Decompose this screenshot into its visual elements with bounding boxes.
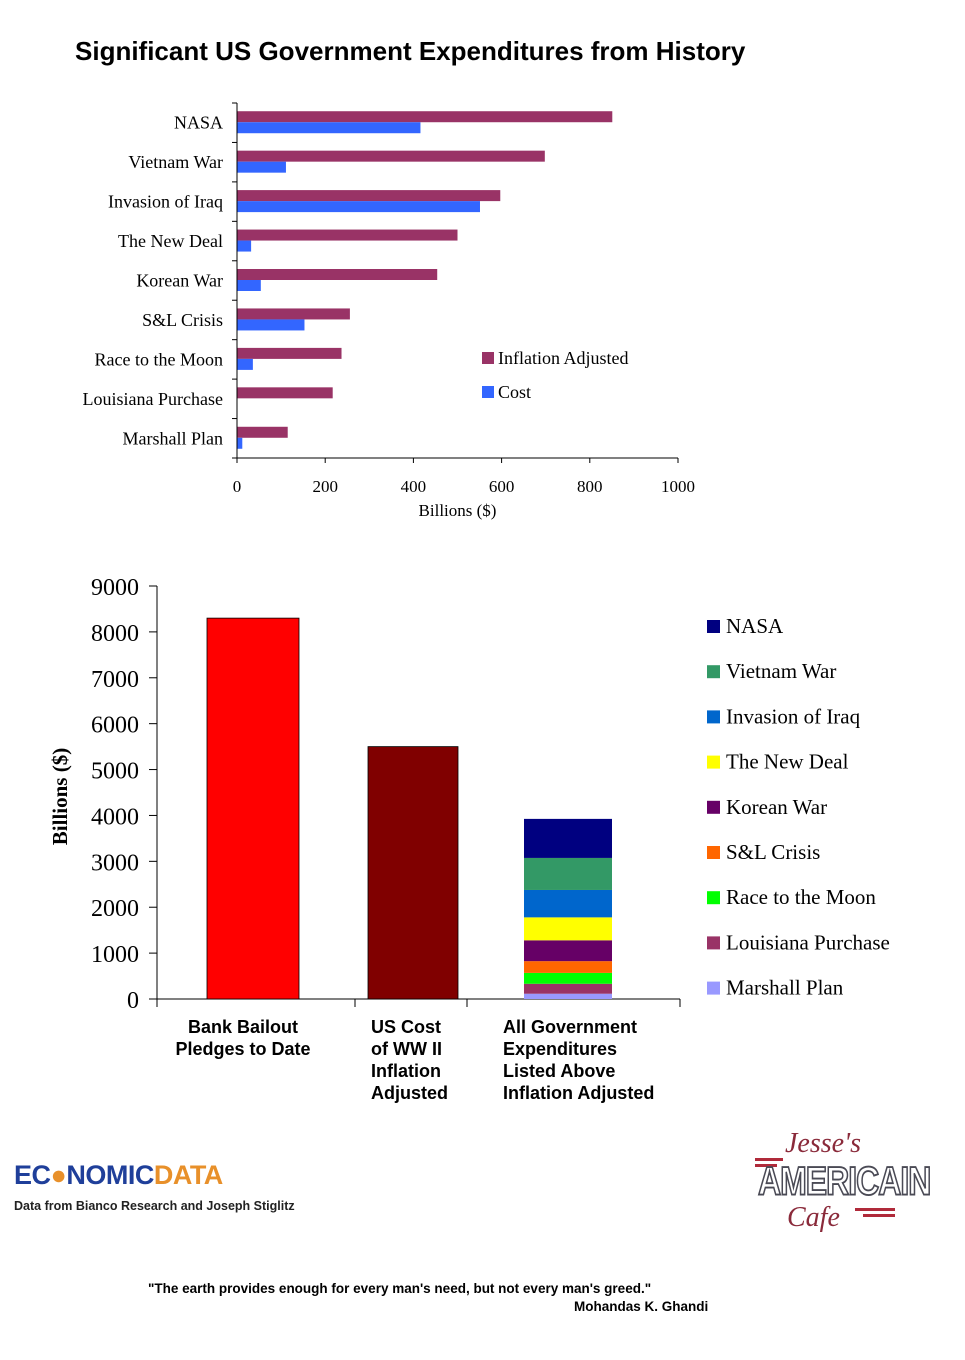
bar-inflation-adjusted-race-to-the-moon <box>237 347 342 359</box>
y-axis-label: Billions ($) <box>48 748 72 845</box>
y-tick-label: 0 <box>127 988 139 1014</box>
legend-label-korean-war: Korean War <box>726 795 827 819</box>
y-tick-label: 5000 <box>91 759 139 785</box>
x-tick-label: 800 <box>577 477 603 496</box>
quote-author: Mohandas K. Ghandi <box>574 1299 709 1314</box>
quote-text: "The earth provides enough for every man… <box>148 1281 652 1296</box>
x-tick-label: 0 <box>233 477 242 496</box>
bar-inflation-adjusted-invasion-of-iraq <box>237 190 501 202</box>
legend-swatch-race-to-the-moon <box>707 891 720 905</box>
y-tick-label: 8000 <box>91 621 139 647</box>
legend-swatch-cost <box>482 386 494 398</box>
category-label-vietnam-war: Vietnam War <box>128 152 223 172</box>
legend-swatch-invasion-of-iraq <box>707 710 720 724</box>
legend-label-louisiana-purchase: Louisiana Purchase <box>726 930 890 954</box>
legend-swatch-sandl-crisis <box>707 846 720 859</box>
category-label-3: All Government Expenditures Listed Above In… <box>503 1017 654 1103</box>
economic-data-logo: EC●NOMICDATA <box>14 1160 223 1190</box>
stacked-bar-chart: 0 1000 2000 3000 4000 5000 6000 7000 8000 9000 Bil… <box>48 575 890 1103</box>
category-label-race-to-the-moon: Race to the Moon <box>95 349 223 369</box>
stack-segment-vietnam-war <box>524 857 612 890</box>
legend-label-inflation-adjusted: Inflation Adjusted <box>498 348 628 368</box>
category-label-sandl-crisis: S&L Crisis <box>142 310 223 330</box>
y-tick-label: 1000 <box>91 942 139 968</box>
y-tick-label: 3000 <box>91 850 139 876</box>
bar-inflation-adjusted-sandl-crisis <box>237 308 350 320</box>
y-tick-label: 4000 <box>91 804 139 830</box>
legend-label-marshall-plan: Marshall Plan <box>726 976 844 1000</box>
bar-inflation-adjusted-marshall-plan <box>237 426 288 438</box>
horizontal-bar-chart: 0 200 400 600 800 1000 Billions ($) NASA Vietnam… <box>83 102 695 520</box>
y-tick-label: 7000 <box>91 667 139 693</box>
legend-swatch-the-new-deal <box>707 755 720 769</box>
legend-label-invasion-of-iraq: Invasion of Iraq <box>726 704 861 728</box>
source-note: Data from Bianco Research and Joseph Sti… <box>14 1199 295 1213</box>
stack-segment-sandl-crisis <box>524 961 612 973</box>
legend-label-nasa: NASA <box>726 614 784 638</box>
stack-segment-louisiana-purchase <box>524 983 612 994</box>
stack-segment-korean-war <box>524 940 612 962</box>
category-label-the-new-deal: The New Deal <box>118 231 223 251</box>
americain-cafe-logo: Jesse's AMERICAIN Cafe <box>755 1128 932 1243</box>
bar-us-cost-of-ww-ii-inflation-adjusted <box>367 746 459 1000</box>
category-label-2: US Cost of WW II Inflation Adjusted <box>371 1017 448 1103</box>
legend-swatch-inflation-adjusted <box>482 352 494 364</box>
bar-cost-invasion-of-iraq <box>237 201 480 213</box>
y-tick-label: 9000 <box>91 575 139 601</box>
stack-segment-marshall-plan <box>524 993 612 999</box>
bar-inflation-adjusted-korean-war <box>237 269 438 280</box>
stack-segment-nasa <box>524 818 612 858</box>
category-label-marshall-plan: Marshall Plan <box>123 428 224 448</box>
legend-label-cost: Cost <box>498 382 531 402</box>
legend-label-race-to-the-moon: Race to the Moon <box>726 885 876 909</box>
x-tick-label: 400 <box>401 477 427 496</box>
bar-cost-vietnam-war <box>237 161 286 173</box>
bar-cost-korean-war <box>237 280 261 291</box>
stack-segment-the-new-deal <box>524 917 612 941</box>
legend-swatch-vietnam-war <box>707 665 720 679</box>
category-label-1: Bank Bailout Pledges to Date <box>175 1017 310 1059</box>
category-label-louisiana-purchase: Louisiana Purchase <box>83 389 223 409</box>
page-title: Significant US Government Expenditures f… <box>75 36 746 66</box>
legend-swatch-nasa <box>707 620 720 633</box>
category-label-korean-war: Korean War <box>136 271 223 291</box>
bar-cost-nasa <box>237 122 421 134</box>
bar-inflation-adjusted-the-new-deal <box>237 229 458 241</box>
bar-cost-the-new-deal <box>237 240 252 252</box>
y-tick-label: 2000 <box>91 896 139 922</box>
legend-label-vietnam-war: Vietnam War <box>726 659 836 683</box>
category-label-nasa: NASA <box>174 113 223 133</box>
stack-segment-race-to-the-moon <box>524 972 612 984</box>
legend-swatch-louisiana-purchase <box>707 936 720 950</box>
y-tick-label: 6000 <box>91 713 139 739</box>
bar-bank-bailout-pledges-to-date <box>206 617 300 1000</box>
x-axis-label: Billions ($) <box>419 501 497 520</box>
category-label-invasion-of-iraq: Invasion of Iraq <box>108 192 223 212</box>
bar-inflation-adjusted-vietnam-war <box>237 150 545 162</box>
legend-label-the-new-deal: The New Deal <box>726 750 849 774</box>
legend-swatch-korean-war <box>707 800 720 814</box>
bar-inflation-adjusted-nasa <box>237 111 613 123</box>
bar-inflation-adjusted-louisiana-purchase <box>237 387 333 399</box>
x-tick-label: 1000 <box>661 477 695 496</box>
bar-cost-sandl-crisis <box>237 319 305 331</box>
legend-swatch-marshall-plan <box>707 981 720 995</box>
stack-segment-invasion-of-iraq <box>524 889 612 918</box>
x-tick-label: 200 <box>312 477 338 496</box>
x-tick-label: 600 <box>489 477 515 496</box>
legend-label-sandl-crisis: S&L Crisis <box>726 840 820 864</box>
bar-cost-marshall-plan <box>237 437 243 449</box>
logo-globe-icon: ● <box>50 1160 67 1190</box>
bar-cost-race-to-the-moon <box>237 358 253 370</box>
